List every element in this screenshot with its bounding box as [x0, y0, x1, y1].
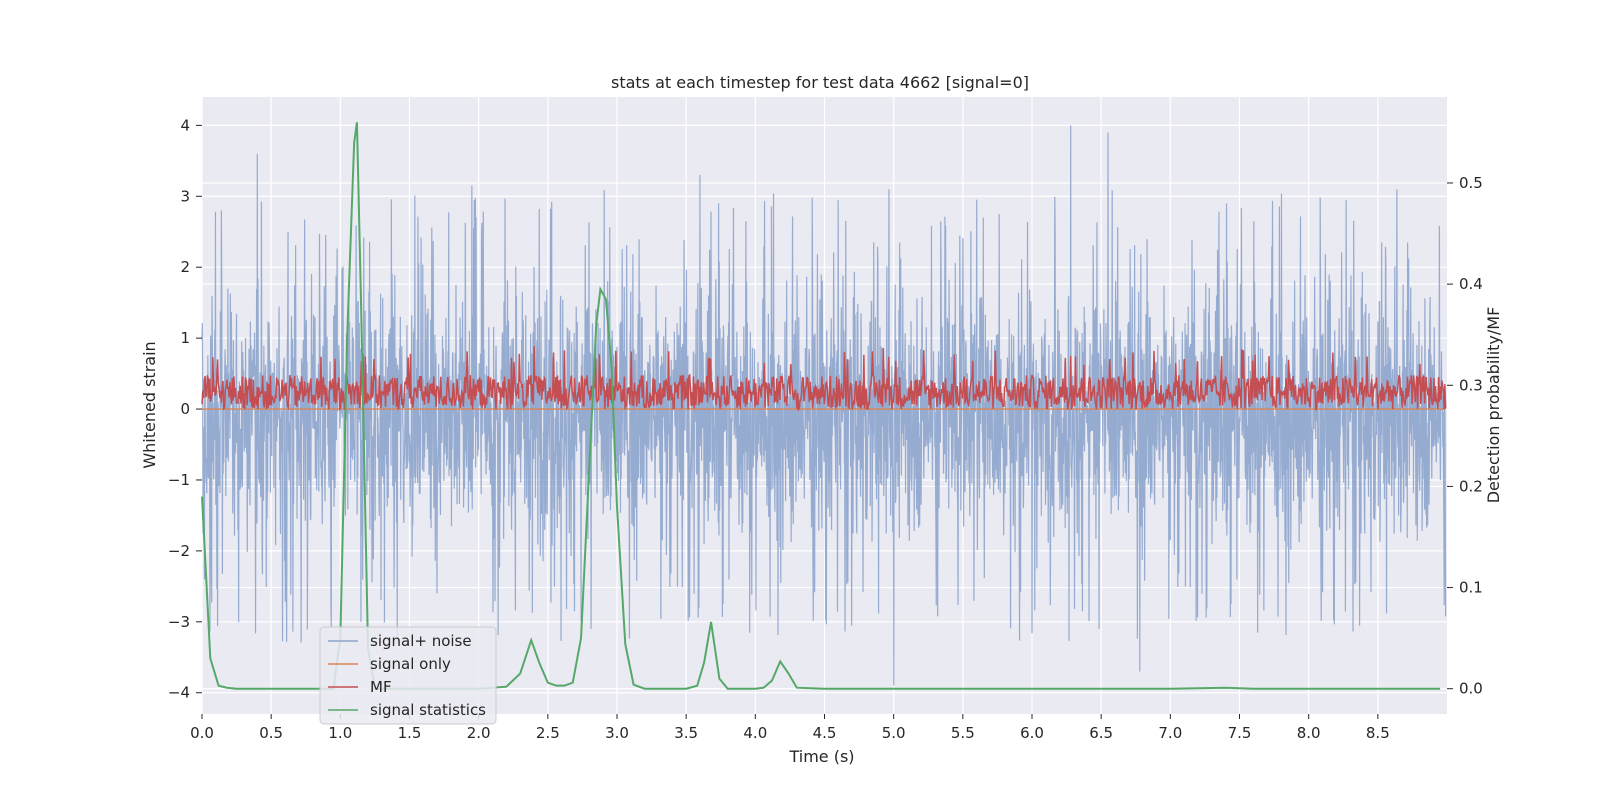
x-tick-label: 2.5	[536, 724, 560, 742]
legend-label-signal-only: signal only	[370, 655, 451, 673]
x-tick-label: 7.0	[1158, 724, 1182, 742]
legend-frame	[319, 626, 497, 725]
y-tick-label: 2	[180, 258, 190, 276]
y2-tick-label: 0.1	[1459, 579, 1483, 597]
x-tick-label: 4.0	[743, 724, 767, 742]
x-tick-label: 4.5	[813, 724, 837, 742]
x-tick-label: 8.5	[1366, 724, 1390, 742]
x-tick-label: 6.0	[1020, 724, 1044, 742]
signal-statistics-series	[201, 122, 1441, 690]
y2-axis-label: Detection probability/MF	[1484, 307, 1503, 504]
legend-label-stats: signal statistics	[370, 701, 486, 719]
y-tick-label: 0	[180, 400, 190, 418]
y-tick-label: −1	[168, 471, 190, 489]
signal-noise-line	[201, 125, 1447, 686]
y-axis-label: Whitened strain	[140, 341, 159, 468]
y-tick-label: −3	[168, 613, 190, 631]
x-tick-label: 2.0	[467, 724, 491, 742]
x-axis: 0.0 0.5 1.0 1.5 2.0 2.5 3.0 3.5 4.0 4.5 5.0 5.5 6.0 6…	[190, 714, 1390, 742]
x-tick-label: 8.0	[1297, 724, 1321, 742]
x-tick-label: 3.0	[605, 724, 629, 742]
y2-tick-label: 0.3	[1459, 376, 1483, 394]
x-tick-label: 1.5	[398, 724, 422, 742]
x-tick-label: 0.0	[190, 724, 214, 742]
chart-title: stats at each timestep for test data 466…	[611, 73, 1029, 92]
y-tick-label: −4	[168, 684, 190, 702]
y-tick-label: 4	[180, 116, 190, 134]
legend-label-mf: MF	[370, 678, 392, 696]
legend-label-noise: signal+ noise	[370, 632, 472, 650]
y2-tick-label: 0.4	[1459, 275, 1483, 293]
signal-statistics-line	[201, 122, 1441, 690]
mf-line	[201, 346, 1447, 412]
x-axis-label: Time (s)	[788, 747, 854, 766]
y2-tick-label: 0.0	[1459, 680, 1483, 698]
x-tick-label: 6.5	[1089, 724, 1113, 742]
signal-noise-series	[201, 125, 1447, 686]
y-axis-right: 0.0 0.1 0.2 0.3 0.4 0.5	[1447, 174, 1483, 698]
x-tick-label: 0.5	[259, 724, 283, 742]
x-tick-label: 5.0	[882, 724, 906, 742]
y-axis-left: −4 −3 −2 −1 0 1 2 3 4	[168, 116, 202, 702]
x-tick-label: 1.0	[328, 724, 352, 742]
x-tick-label: 3.5	[674, 724, 698, 742]
y-tick-label: 1	[180, 329, 190, 347]
mf-series	[201, 346, 1447, 412]
y2-tick-label: 0.5	[1459, 174, 1483, 192]
legend: signal+ noise signal only MF signal stat…	[319, 626, 497, 725]
y-tick-label: 3	[180, 187, 190, 205]
y-tick-label: −2	[168, 542, 190, 560]
y2-tick-label: 0.2	[1459, 477, 1483, 495]
x-tick-label: 5.5	[951, 724, 975, 742]
x-tick-label: 7.5	[1228, 724, 1252, 742]
